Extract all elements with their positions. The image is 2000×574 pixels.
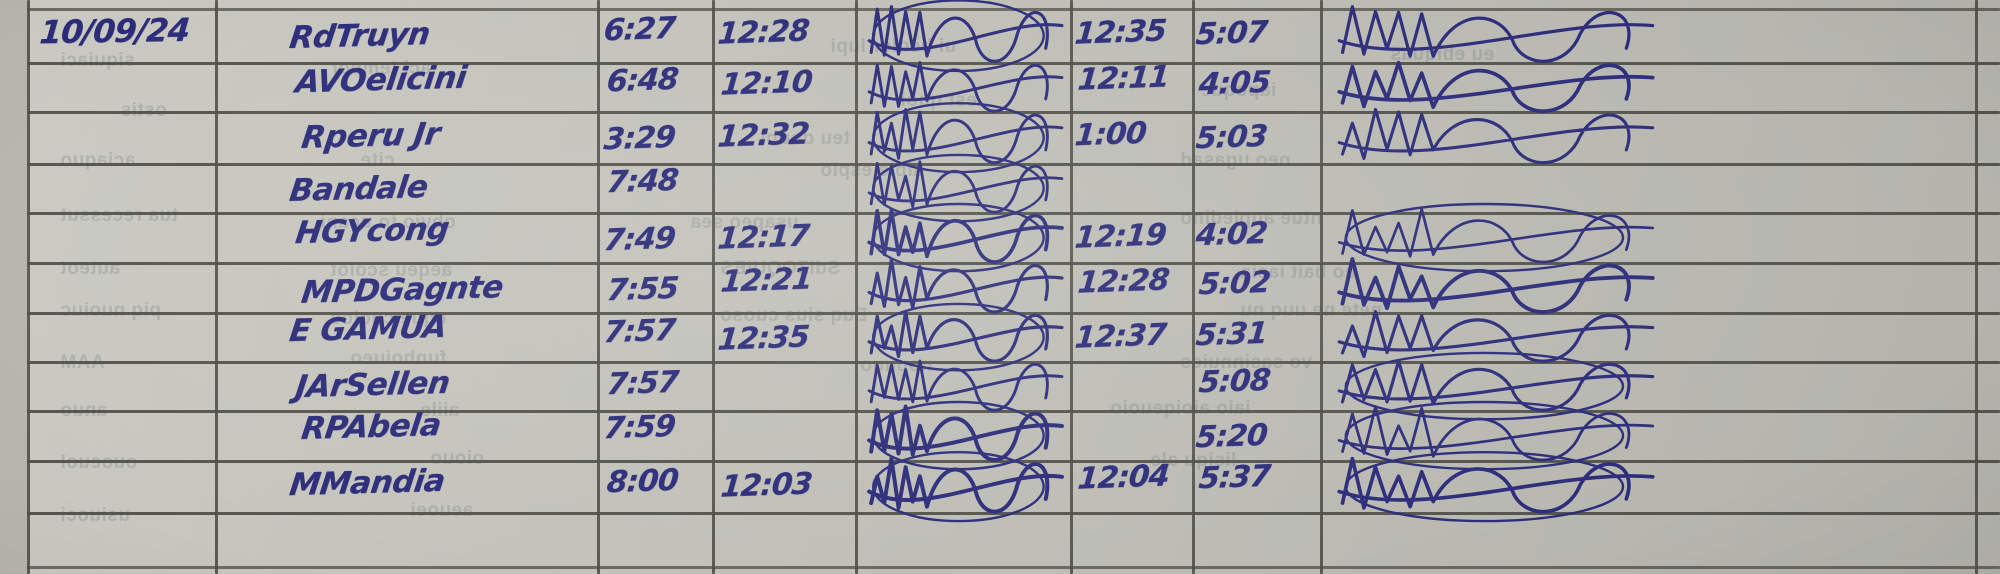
- cell-time-in-am: 7:59: [602, 408, 677, 447]
- cell-time-out-pm: 5:02: [1197, 264, 1272, 302]
- cell-time-in-am: 6:27: [602, 11, 677, 49]
- cell-time-in-am: 8:00: [605, 463, 680, 501]
- row-rule-line: [27, 163, 2000, 166]
- cell-time-out-am: 12:10: [719, 64, 814, 103]
- cell-time-in-am: 7:55: [605, 270, 680, 308]
- page-left-margin: [0, 0, 27, 574]
- cell-name: Rperu Jr: [299, 115, 442, 156]
- cell-time-out-am: 12:03: [719, 466, 814, 505]
- cell-time-out-am: 12:32: [716, 116, 811, 155]
- cell-time-out-pm: 5:08: [1197, 363, 1272, 401]
- cell-time-in-pm: 1:00: [1073, 115, 1148, 154]
- cell-time-in-am: 7:57: [605, 364, 680, 402]
- cell-name: AVOelicini: [293, 59, 469, 101]
- show-through-text: ouoeuol: [60, 452, 137, 474]
- column-rule-line: [1192, 0, 1195, 574]
- cell-name: RdTruyn: [287, 15, 432, 56]
- row-rule-line: [27, 262, 2000, 265]
- cell-time-in-pm: 12:04: [1076, 458, 1171, 497]
- show-through-text: iaio aioiqeuoio: [1110, 398, 1251, 419]
- row-rule-line: [27, 566, 2000, 569]
- cell-date: 10/09/24: [38, 10, 191, 52]
- row-rule-line: [27, 8, 2000, 11]
- column-rule-line: [597, 0, 600, 574]
- cell-time-out-pm: 4:02: [1194, 215, 1269, 254]
- cell-name: MMandia: [287, 462, 447, 503]
- show-through-text: est quoi: [900, 90, 977, 111]
- cell-name: JArSellen: [293, 364, 452, 405]
- column-rule-line: [215, 0, 218, 574]
- cell-time-out-pm: 5:31: [1194, 315, 1269, 354]
- show-through-text: aciaquo: [60, 150, 136, 171]
- cell-time-out-pm: 5:03: [1194, 118, 1269, 156]
- column-rule-line: [712, 0, 715, 574]
- cell-name: Bandale: [287, 169, 430, 209]
- cell-time-in-am: 7:49: [602, 220, 677, 259]
- cell-time-in-pm: 12:35: [1073, 13, 1168, 52]
- cell-time-in-am: 7:57: [602, 312, 677, 351]
- cell-time-in-pm: 12:37: [1073, 317, 1168, 356]
- show-through-text: ui bedlor lupi: [830, 36, 957, 57]
- cell-time-in-pm: 12:28: [1076, 262, 1171, 301]
- cell-time-in-am: 3:29: [602, 119, 677, 157]
- column-rule-line: [27, 0, 30, 574]
- row-rule-line: [27, 111, 2000, 114]
- cell-time-out-am: 12:17: [716, 218, 811, 257]
- column-rule-line: [1320, 0, 1323, 574]
- show-through-text: usiuoci: [60, 505, 131, 526]
- column-rule-line: [855, 0, 858, 574]
- cell-name: E GAMUA: [287, 309, 449, 350]
- cell-time-in-pm: 12:11: [1076, 59, 1171, 98]
- show-through-text: tua recessut: [60, 205, 178, 226]
- column-rule-line: [1070, 0, 1073, 574]
- cell-time-out-am: 12:28: [716, 13, 811, 52]
- cell-name: HGYcong: [293, 210, 451, 251]
- row-rule-line: [27, 512, 2000, 515]
- cell-time-out-pm: 5:37: [1197, 458, 1272, 497]
- row-rule-line: [27, 361, 2000, 364]
- cell-time-in-am: 7:48: [605, 162, 680, 200]
- cell-time-out-pm: 5:07: [1194, 14, 1269, 52]
- cell-name: RPAbela: [299, 407, 443, 448]
- cell-name: MPDGagnte: [299, 269, 506, 311]
- row-rule-line: [27, 460, 2000, 463]
- cell-time-out-am: 12:21: [719, 261, 814, 300]
- show-through-text: aeuoei: [410, 500, 474, 521]
- column-rule-line: [1975, 0, 1978, 574]
- cell-time-out-pm: 5:20: [1194, 417, 1269, 456]
- cell-time-in-am: 6:48: [605, 62, 680, 100]
- show-through-text: nopuuo: [860, 355, 933, 376]
- cell-time-in-pm: 12:19: [1073, 216, 1168, 256]
- show-through-text: piq nuoiuc: [60, 300, 162, 321]
- cell-time-out-pm: 4:05: [1197, 64, 1272, 103]
- cell-time-out-am: 12:35: [716, 319, 811, 358]
- show-through-text: siquiaci: [60, 50, 135, 71]
